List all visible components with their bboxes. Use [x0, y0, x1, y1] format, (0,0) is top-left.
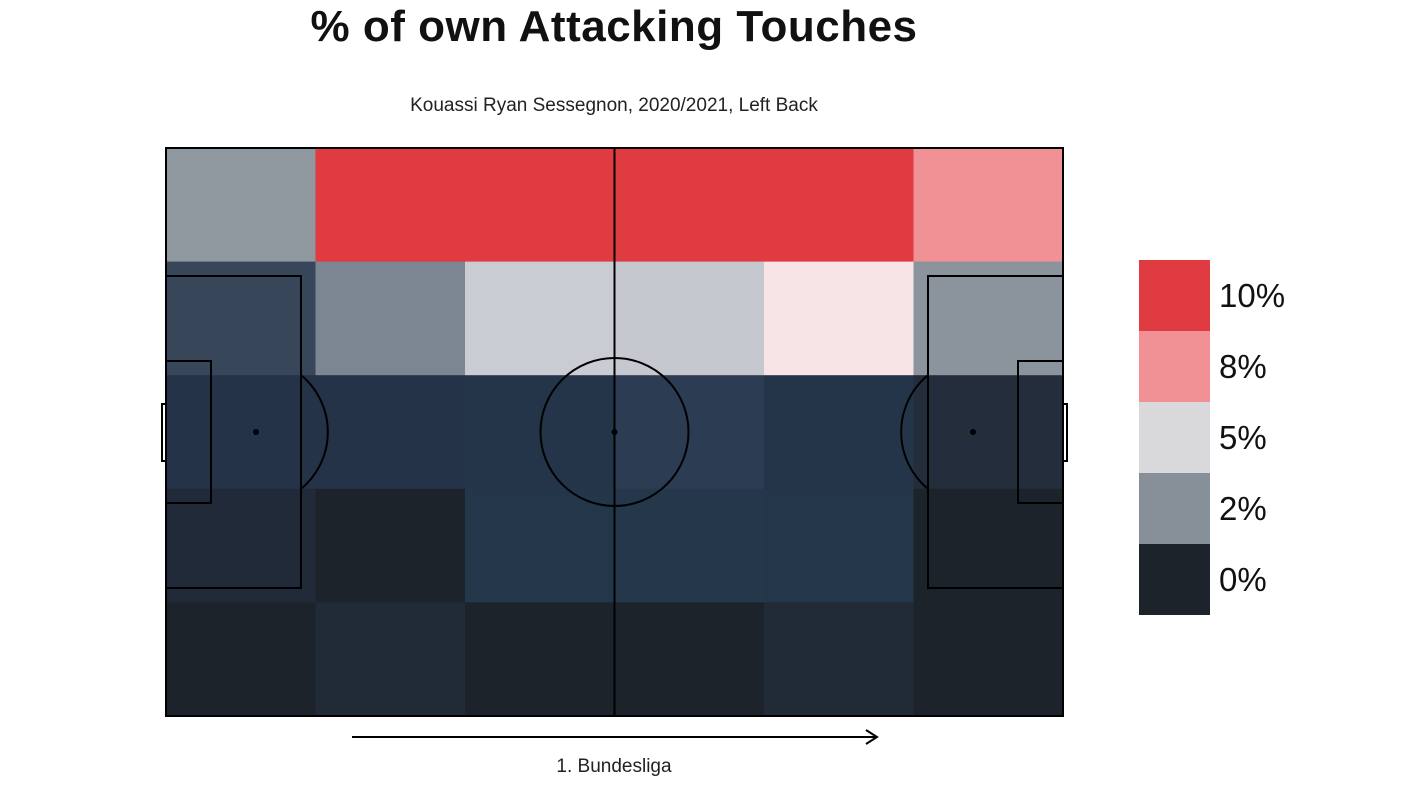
chart-title: % of own Attacking Touches [310, 2, 918, 51]
attack-direction-arrow [352, 729, 879, 745]
heatmap-cell-r3-c5 [913, 488, 1064, 603]
league-label: 1. Bundesliga [556, 756, 672, 777]
heatmap-cell-r4-c5 [913, 602, 1064, 717]
left-goal [161, 403, 167, 462]
heatmap-cell-r3-c0 [166, 488, 316, 603]
color-legend: 10% 8% 5% 2% 0% [1139, 260, 1339, 620]
pitch-markings [161, 147, 1068, 717]
heatmap-cell-r3-c2 [465, 488, 615, 603]
legend-label: 2% [1219, 490, 1267, 527]
heatmap-cell-r2-c3 [614, 375, 765, 490]
legend-label: 8% [1219, 348, 1267, 385]
heatmap-cell-r1-c3 [614, 261, 765, 376]
heatmap-cell-r2-c5 [913, 375, 1064, 490]
heatmap-cell-r1-c0 [166, 261, 316, 376]
centre-circle [539, 357, 690, 507]
legend-swatch [1139, 331, 1210, 402]
right-goal [1062, 403, 1068, 462]
legend-swatch [1139, 473, 1210, 544]
heatmap-cell-r0-c2 [465, 148, 615, 263]
heatmap-cell-r4-c4 [764, 602, 914, 717]
heatmap-cell-r3-c1 [315, 488, 466, 603]
heatmap-cell-r1-c1 [315, 261, 466, 376]
heatmap-cells [166, 148, 1064, 717]
heatmap-cell-r2-c1 [315, 375, 466, 490]
heatmap-cell-r0-c3 [614, 148, 765, 263]
heatmap-cell-r0-c1 [315, 148, 466, 263]
right-penalty-spot [970, 429, 976, 435]
heatmap-cell-r4-c0 [166, 602, 316, 717]
legend-label: 0% [1219, 561, 1267, 598]
legend-swatch [1139, 260, 1210, 331]
heatmap-cell-r3-c4 [764, 488, 914, 603]
heatmap-cell-r4-c3 [614, 602, 765, 717]
right-penalty-arc [900, 374, 929, 490]
legend-swatch [1139, 544, 1210, 615]
heatmap-cell-r1-c4 [764, 261, 914, 376]
pitch-spots [253, 429, 976, 435]
heatmap-cell-r2-c4 [764, 375, 914, 490]
centre-spot [611, 429, 618, 435]
left-penalty-arc [300, 374, 329, 490]
chart-subtitle: Kouassi Ryan Sessegnon, 2020/2021, Left … [410, 95, 818, 116]
heatmap-cell-r0-c5 [913, 148, 1064, 263]
heatmap-cell-r1-c2 [465, 261, 615, 376]
heatmap-cell-r4-c2 [465, 602, 615, 717]
left-penalty-spot [253, 429, 259, 435]
legend-swatch [1139, 402, 1210, 473]
legend-label: 5% [1219, 419, 1267, 456]
heatmap-cell-r2-c0 [166, 375, 316, 490]
heatmap-cell-r3-c3 [614, 488, 765, 603]
heatmap-cell-r1-c5 [913, 261, 1064, 376]
heatmap-cell-r4-c1 [315, 602, 466, 717]
heatmap-cell-r0-c0 [166, 148, 316, 263]
heatmap-cell-r0-c4 [764, 148, 914, 263]
legend-label: 10% [1219, 277, 1286, 314]
